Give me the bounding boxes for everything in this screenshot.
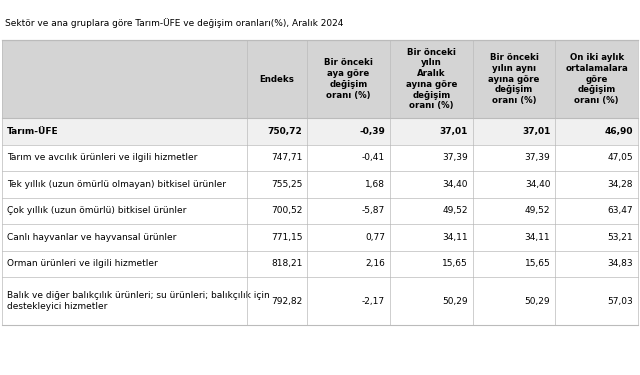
Text: 49,52: 49,52 <box>525 206 550 215</box>
Text: Bir önceki
aya göre
değişim
oranı (%): Bir önceki aya göre değişim oranı (%) <box>324 58 373 100</box>
Bar <box>2 224 638 251</box>
Text: 818,21: 818,21 <box>271 259 302 268</box>
Text: Canlı hayvanlar ve hayvansal ürünler: Canlı hayvanlar ve hayvansal ürünler <box>7 233 177 242</box>
Bar <box>2 198 638 224</box>
Text: On iki aylık
ortalamalara
göre
değişim
oranı (%): On iki aylık ortalamalara göre değişim o… <box>565 53 628 105</box>
Bar <box>2 277 638 325</box>
Text: Sektör ve ana gruplara göre Tarım-ÜFE ve değişim oranları(%), Aralık 2024: Sektör ve ana gruplara göre Tarım-ÜFE ve… <box>5 18 344 28</box>
Text: 49,52: 49,52 <box>442 206 468 215</box>
Text: Endeks: Endeks <box>260 75 294 84</box>
Text: 34,40: 34,40 <box>442 180 468 189</box>
Text: Bir önceki
yılın
Aralık
ayına göre
değişim
oranı (%): Bir önceki yılın Aralık ayına göre değiş… <box>406 48 457 110</box>
Text: -5,87: -5,87 <box>362 206 385 215</box>
Text: Tarım-ÜFE: Tarım-ÜFE <box>7 127 59 136</box>
Text: 50,29: 50,29 <box>525 297 550 306</box>
Text: 34,11: 34,11 <box>442 233 468 242</box>
Text: 63,47: 63,47 <box>607 206 633 215</box>
Text: 792,82: 792,82 <box>271 297 302 306</box>
Bar <box>2 171 638 198</box>
Text: Tek yıllık (uzun ömürlü olmayan) bitkisel ürünler: Tek yıllık (uzun ömürlü olmayan) bitkise… <box>7 180 226 189</box>
Text: 57,03: 57,03 <box>607 297 633 306</box>
Text: Bir önceki
yılın aynı
ayına göre
değişim
oranı (%): Bir önceki yılın aynı ayına göre değişim… <box>488 53 540 105</box>
Text: 0,77: 0,77 <box>365 233 385 242</box>
Text: 34,28: 34,28 <box>607 180 633 189</box>
Text: 46,90: 46,90 <box>605 127 633 136</box>
Text: 771,15: 771,15 <box>271 233 302 242</box>
Text: 34,11: 34,11 <box>525 233 550 242</box>
Text: 37,01: 37,01 <box>522 127 550 136</box>
Bar <box>2 40 638 118</box>
Text: 15,65: 15,65 <box>525 259 550 268</box>
Text: -0,39: -0,39 <box>359 127 385 136</box>
Text: 750,72: 750,72 <box>268 127 302 136</box>
Text: Tarım ve avcılık ürünleri ve ilgili hizmetler: Tarım ve avcılık ürünleri ve ilgili hizm… <box>7 153 197 162</box>
Text: 34,83: 34,83 <box>607 259 633 268</box>
Text: -0,41: -0,41 <box>362 153 385 162</box>
Text: 47,05: 47,05 <box>607 153 633 162</box>
Bar <box>2 118 638 144</box>
Text: 747,71: 747,71 <box>271 153 302 162</box>
Text: Balık ve diğer balıkçılık ürünleri; su ürünleri; balıkçılık için
destekleyici hi: Balık ve diğer balıkçılık ürünleri; su ü… <box>7 291 269 311</box>
Text: Çok yıllık (uzun ömürlü) bitkisel ürünler: Çok yıllık (uzun ömürlü) bitkisel ürünle… <box>7 206 186 215</box>
Text: 50,29: 50,29 <box>442 297 468 306</box>
Text: 1,68: 1,68 <box>365 180 385 189</box>
Text: -2,17: -2,17 <box>362 297 385 306</box>
Text: 37,01: 37,01 <box>439 127 468 136</box>
Text: 37,39: 37,39 <box>525 153 550 162</box>
Bar <box>2 144 638 171</box>
Bar <box>2 251 638 277</box>
Text: 34,40: 34,40 <box>525 180 550 189</box>
Text: 700,52: 700,52 <box>271 206 302 215</box>
Text: 755,25: 755,25 <box>271 180 302 189</box>
Text: 15,65: 15,65 <box>442 259 468 268</box>
Text: 37,39: 37,39 <box>442 153 468 162</box>
Text: 2,16: 2,16 <box>365 259 385 268</box>
Text: Orman ürünleri ve ilgili hizmetler: Orman ürünleri ve ilgili hizmetler <box>7 259 157 268</box>
Text: 53,21: 53,21 <box>607 233 633 242</box>
